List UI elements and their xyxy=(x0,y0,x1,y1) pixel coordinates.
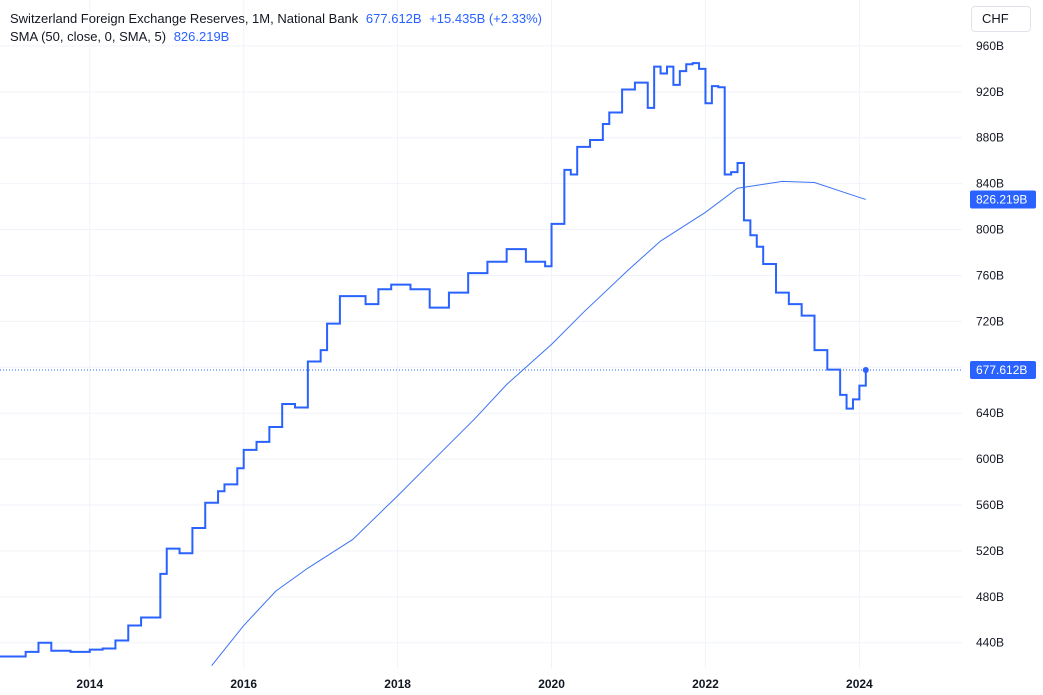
sma-line[interactable] xyxy=(211,180,866,667)
grid-lines xyxy=(0,0,962,668)
last-value-badge xyxy=(970,361,1036,380)
series-change: +15.435B (+2.33%) xyxy=(429,11,542,26)
y-tick-label: 960B xyxy=(976,39,1004,53)
sma-value-badge xyxy=(970,190,1036,209)
x-tick-label: 2018 xyxy=(384,677,411,691)
currency-button[interactable]: CHF xyxy=(971,6,1031,32)
y-tick-label: 560B xyxy=(976,498,1004,512)
y-tick-label: 920B xyxy=(976,85,1004,99)
y-tick-label: 800B xyxy=(976,223,1004,237)
time-axis[interactable]: 2014 2016 2018 2020 2022 2024 xyxy=(76,677,873,691)
y-tick-label: 480B xyxy=(976,590,1004,604)
last-value-badge-label: 677.612B xyxy=(976,363,1027,377)
y-tick-label: 720B xyxy=(976,314,1004,328)
y-tick-label: 760B xyxy=(976,268,1004,282)
series-title: Switzerland Foreign Exchange Reserves, 1… xyxy=(10,11,359,26)
series-last-value: 677.612B xyxy=(365,11,422,26)
y-tick-label: 520B xyxy=(976,544,1004,558)
y-tick-label: 440B xyxy=(976,636,1004,650)
x-tick-label: 2022 xyxy=(692,677,719,691)
sma-value-badge-label: 826.219B xyxy=(976,192,1027,206)
x-tick-label: 2020 xyxy=(538,677,565,691)
indicator-legend[interactable]: SMA (50, close, 0, SMA, 5) 826.219B xyxy=(10,29,229,44)
x-tick-label: 2014 xyxy=(76,677,103,691)
last-point-marker xyxy=(862,367,869,374)
plot-area xyxy=(0,62,962,667)
indicator-value: 826.219B xyxy=(173,29,230,44)
x-tick-label: 2016 xyxy=(230,677,257,691)
y-tick-label: 600B xyxy=(976,452,1004,466)
price-axis[interactable]: 440B480B520B560B600B640B680B720B760B800B… xyxy=(970,39,1036,650)
x-tick-label: 2024 xyxy=(846,677,873,691)
y-tick-label: 640B xyxy=(976,406,1004,420)
reserves-step-line[interactable] xyxy=(0,62,867,658)
y-tick-label: 880B xyxy=(976,131,1004,145)
series-legend[interactable]: Switzerland Foreign Exchange Reserves, 1… xyxy=(10,11,542,26)
y-tick-label: 840B xyxy=(976,177,1004,191)
indicator-title: SMA (50, close, 0, SMA, 5) xyxy=(10,29,167,44)
